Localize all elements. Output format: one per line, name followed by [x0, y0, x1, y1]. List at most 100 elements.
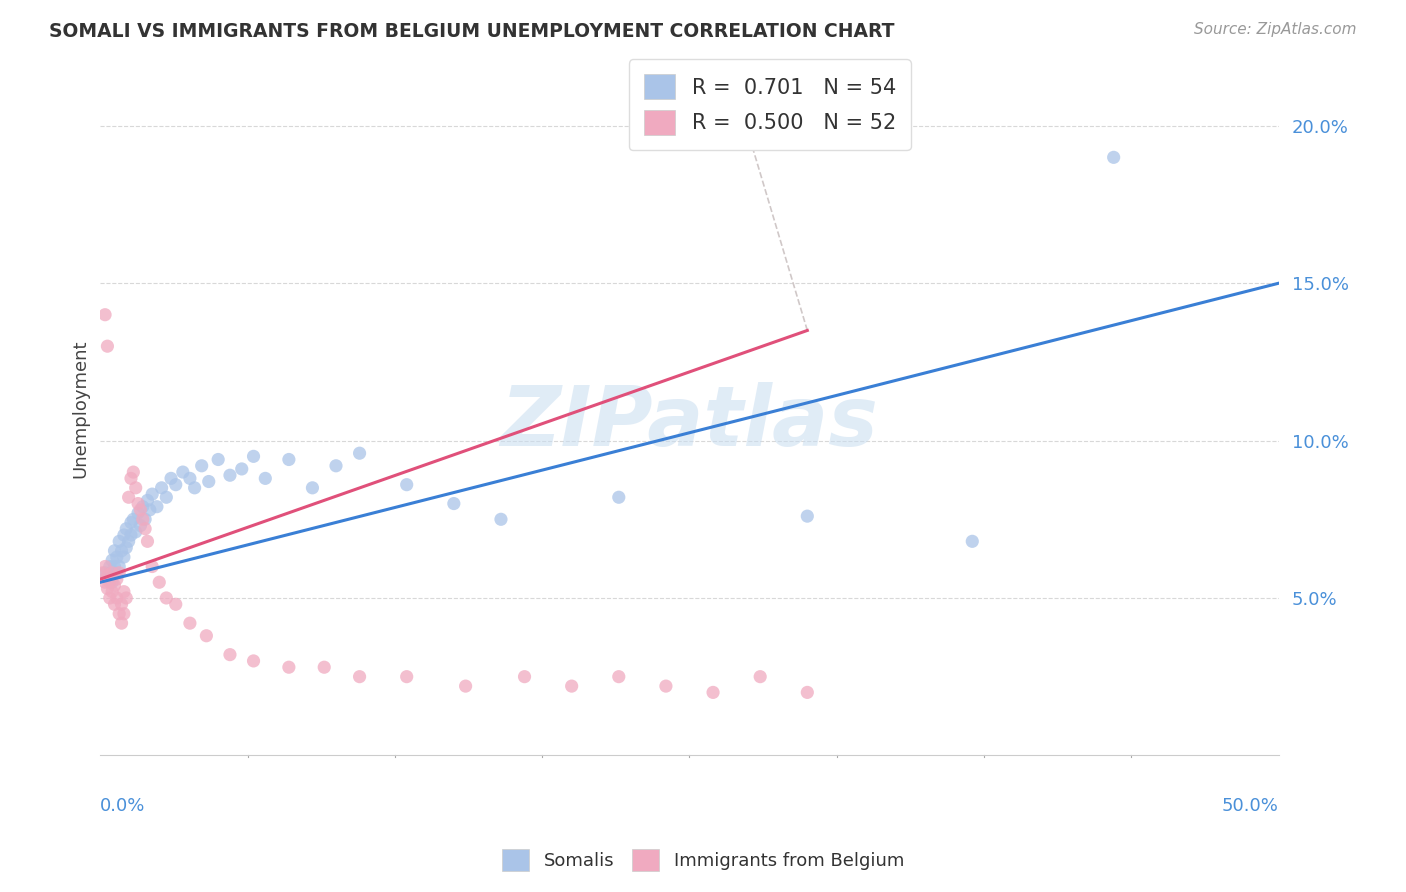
Point [349, 670, 371, 684]
Point [112, 550, 135, 565]
Point [395, 670, 418, 684]
Point [110, 597, 132, 611]
Text: ZIPatlas: ZIPatlas [501, 383, 879, 464]
Point [277, 452, 299, 467]
Point [155, 490, 177, 504]
Point [96, 582, 118, 596]
Point [146, 500, 169, 514]
Point [301, 481, 323, 495]
Point [231, 462, 253, 476]
Point [242, 654, 264, 668]
Point [103, 559, 125, 574]
Point [101, 553, 124, 567]
Point [98, 575, 121, 590]
Point [108, 534, 131, 549]
Point [725, 87, 748, 102]
Point [134, 522, 156, 536]
Point [561, 679, 583, 693]
Point [141, 559, 163, 574]
Point [219, 648, 242, 662]
Point [125, 524, 148, 539]
Point [183, 481, 205, 495]
Point [165, 597, 187, 611]
Point [136, 493, 159, 508]
Point [195, 629, 218, 643]
Point [150, 481, 173, 495]
Point [94, 308, 117, 322]
Point [101, 584, 124, 599]
Point [1102, 150, 1125, 164]
Point [110, 616, 132, 631]
Point [489, 512, 512, 526]
Point [108, 559, 131, 574]
Point [314, 660, 336, 674]
Point [129, 503, 152, 517]
Point [141, 487, 163, 501]
Point [110, 543, 132, 558]
Point [172, 465, 194, 479]
Point [117, 534, 139, 549]
Legend: Somalis, Immigrants from Belgium: Somalis, Immigrants from Belgium [495, 842, 911, 879]
Point [129, 518, 152, 533]
Point [105, 591, 128, 605]
Point [127, 497, 149, 511]
Point [112, 607, 135, 621]
Point [443, 497, 465, 511]
Point [120, 471, 142, 485]
Point [127, 506, 149, 520]
Point [513, 670, 536, 684]
Point [105, 550, 128, 565]
Point [96, 339, 118, 353]
Point [607, 490, 630, 504]
Point [242, 450, 264, 464]
Point [749, 670, 772, 684]
Point [115, 541, 138, 555]
Point [101, 575, 124, 590]
Point [108, 566, 131, 580]
Point [115, 591, 138, 605]
Point [96, 569, 118, 583]
Point [132, 512, 155, 526]
Point [103, 578, 125, 592]
Text: SOMALI VS IMMIGRANTS FROM BELGIUM UNEMPLOYMENT CORRELATION CHART: SOMALI VS IMMIGRANTS FROM BELGIUM UNEMPL… [49, 22, 894, 41]
Text: 50.0%: 50.0% [1222, 797, 1278, 815]
Legend: R =  0.701   N = 54, R =  0.500   N = 52: R = 0.701 N = 54, R = 0.500 N = 52 [630, 60, 911, 150]
Point [277, 660, 299, 674]
Point [98, 559, 121, 574]
Point [702, 685, 724, 699]
Point [120, 516, 142, 530]
Point [94, 559, 117, 574]
Point [112, 528, 135, 542]
Point [148, 575, 170, 590]
Point [105, 566, 128, 580]
Point [655, 679, 678, 693]
Text: Source: ZipAtlas.com: Source: ZipAtlas.com [1194, 22, 1357, 37]
Point [122, 465, 145, 479]
Point [325, 458, 347, 473]
Point [98, 591, 121, 605]
Text: 0.0%: 0.0% [100, 797, 146, 815]
Point [207, 452, 229, 467]
Point [125, 481, 148, 495]
Point [120, 528, 142, 542]
Point [219, 468, 242, 483]
Point [117, 490, 139, 504]
Point [139, 503, 162, 517]
Point [101, 566, 124, 580]
Point [108, 607, 131, 621]
Point [607, 670, 630, 684]
Point [254, 471, 277, 485]
Point [134, 512, 156, 526]
Point [160, 471, 183, 485]
Y-axis label: Unemployment: Unemployment [72, 340, 89, 478]
Point [96, 569, 118, 583]
Point [94, 566, 117, 580]
Point [94, 575, 117, 590]
Point [103, 597, 125, 611]
Point [190, 458, 212, 473]
Point [103, 543, 125, 558]
Point [197, 475, 219, 489]
Point [115, 522, 138, 536]
Point [962, 534, 984, 549]
Point [796, 509, 818, 524]
